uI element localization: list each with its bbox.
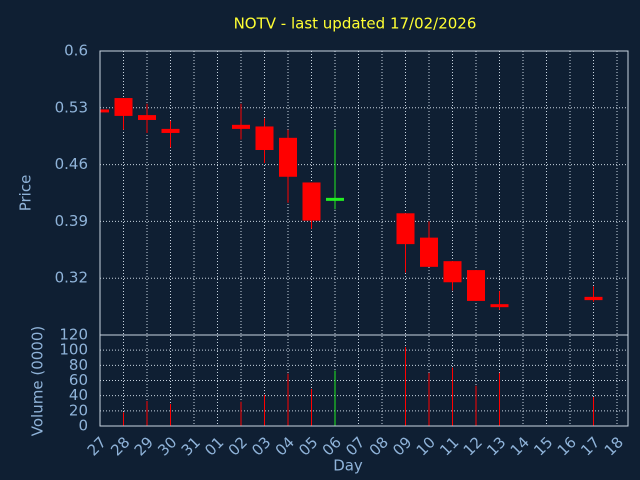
candle-body — [302, 182, 321, 221]
y-axis-label: Price — [17, 175, 35, 212]
candle-body — [467, 270, 485, 301]
candle-body — [279, 137, 297, 177]
candle-body — [138, 115, 156, 120]
y-tick-label: 0.46 — [55, 155, 88, 173]
candle-body — [443, 261, 462, 283]
candle-body — [420, 237, 438, 267]
candles — [100, 98, 603, 426]
candle-body — [396, 213, 415, 245]
volume-tick-label: 0 — [78, 417, 88, 435]
volume-tick-label: 20 — [69, 401, 88, 419]
volume-tick-label: 100 — [59, 341, 88, 359]
candle-body — [114, 98, 133, 116]
volume-axis-label: Volume (0000) — [29, 326, 47, 436]
y-tick-label: 0.53 — [55, 98, 88, 116]
x-axis-label: Day — [333, 457, 363, 475]
y-tick-label: 0.32 — [55, 269, 88, 287]
candle-body — [232, 124, 250, 129]
volume-tick-label: 120 — [59, 326, 88, 344]
volume-tick-label: 80 — [69, 356, 88, 374]
candle-body — [326, 197, 344, 201]
candle-body — [161, 128, 180, 133]
candle-body — [100, 109, 109, 113]
candle-body — [584, 296, 603, 301]
volume-tick-label: 60 — [69, 371, 88, 389]
candle-body — [490, 304, 509, 308]
volume-tick-label: 40 — [69, 386, 88, 404]
plot-area — [99, 50, 628, 427]
volume-frame — [99, 334, 629, 427]
candle-body — [255, 126, 274, 150]
chart-title: NOTV - last updated 17/02/2026 — [234, 15, 477, 33]
y-tick-label: 0.39 — [55, 212, 88, 230]
y-tick-label: 0.6 — [64, 42, 88, 60]
